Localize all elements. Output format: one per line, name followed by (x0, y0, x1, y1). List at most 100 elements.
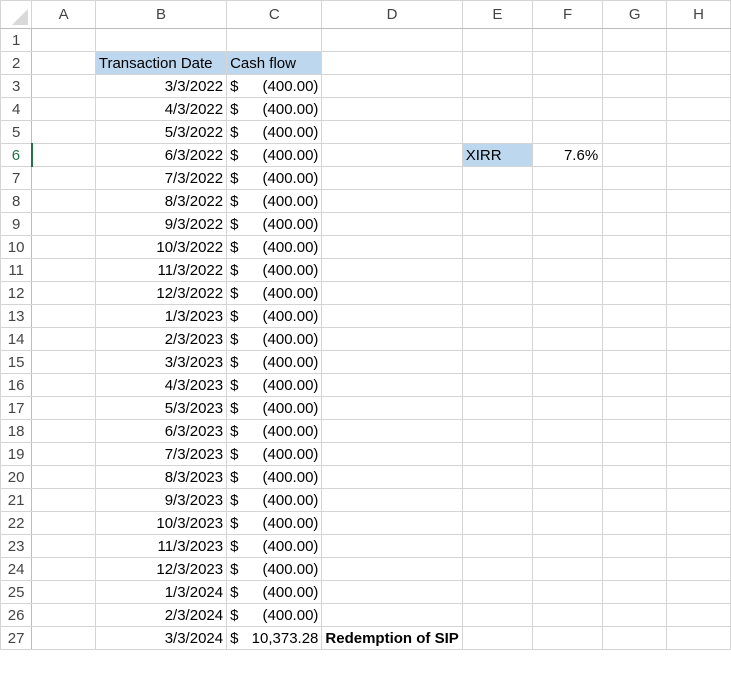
cell-D13[interactable] (321, 304, 463, 328)
cell-B12[interactable]: 12/3/2022 (94, 281, 228, 305)
column-header-F[interactable]: F (532, 0, 604, 29)
cell-F23[interactable] (532, 534, 604, 558)
cell-A4[interactable] (31, 97, 96, 121)
column-header-H[interactable]: H (666, 0, 731, 29)
cell-B3[interactable]: 3/3/2022 (94, 74, 228, 98)
cell-E16[interactable] (461, 373, 534, 397)
cell-G16[interactable] (602, 373, 668, 397)
cell-H24[interactable] (666, 557, 731, 581)
cell-H9[interactable] (666, 212, 731, 236)
row-header-20[interactable]: 20 (0, 465, 33, 489)
cell-F24[interactable] (532, 557, 604, 581)
row-header-9[interactable]: 9 (0, 212, 33, 236)
row-header-18[interactable]: 18 (0, 419, 33, 443)
row-header-13[interactable]: 13 (0, 304, 33, 328)
cell-H25[interactable] (666, 580, 731, 604)
cell-C9[interactable]: $ (400.00) (226, 212, 323, 236)
cell-F3[interactable] (532, 74, 604, 98)
cell-C13[interactable]: $ (400.00) (226, 304, 323, 328)
cell-C25[interactable]: $ (400.00) (226, 580, 323, 604)
row-header-19[interactable]: 19 (0, 442, 33, 466)
row-header-8[interactable]: 8 (0, 189, 33, 213)
cell-C11[interactable]: $ (400.00) (226, 258, 323, 282)
cell-F22[interactable] (532, 511, 604, 535)
cell-G23[interactable] (602, 534, 668, 558)
cell-F2[interactable] (532, 51, 604, 75)
row-header-17[interactable]: 17 (0, 396, 33, 420)
cell-F6[interactable]: 7.6% (532, 143, 604, 167)
cell-F10[interactable] (532, 235, 604, 259)
cell-E15[interactable] (461, 350, 534, 374)
cell-B6[interactable]: 6/3/2022 (94, 143, 228, 167)
cell-E3[interactable] (461, 74, 534, 98)
cell-G6[interactable] (602, 143, 668, 167)
row-header-16[interactable]: 16 (0, 373, 33, 397)
cell-G10[interactable] (602, 235, 668, 259)
cell-H17[interactable] (666, 396, 731, 420)
cell-G19[interactable] (602, 442, 668, 466)
cell-G24[interactable] (602, 557, 668, 581)
cell-C20[interactable]: $ (400.00) (226, 465, 323, 489)
cell-H2[interactable] (666, 51, 731, 75)
cell-H5[interactable] (666, 120, 731, 144)
cell-F26[interactable] (532, 603, 604, 627)
cell-D14[interactable] (321, 327, 463, 351)
cell-A5[interactable] (31, 120, 96, 144)
cell-A11[interactable] (31, 258, 96, 282)
cell-G18[interactable] (602, 419, 668, 443)
cell-D23[interactable] (321, 534, 463, 558)
cell-G14[interactable] (602, 327, 668, 351)
cell-B18[interactable]: 6/3/2023 (94, 419, 228, 443)
cell-G8[interactable] (602, 189, 668, 213)
cell-H21[interactable] (666, 488, 731, 512)
cell-A7[interactable] (31, 166, 96, 190)
cell-H4[interactable] (666, 97, 731, 121)
cell-B7[interactable]: 7/3/2022 (94, 166, 228, 190)
column-header-C[interactable]: C (226, 0, 323, 29)
cell-C16[interactable]: $ (400.00) (226, 373, 323, 397)
cell-F14[interactable] (532, 327, 604, 351)
cell-C7[interactable]: $ (400.00) (226, 166, 323, 190)
cell-G22[interactable] (602, 511, 668, 535)
row-header-2[interactable]: 2 (0, 51, 33, 75)
cell-B15[interactable]: 3/3/2023 (94, 350, 228, 374)
cell-D22[interactable] (321, 511, 463, 535)
cell-A2[interactable] (31, 51, 96, 75)
cell-E6[interactable]: XIRR (461, 143, 534, 167)
cell-C21[interactable]: $ (400.00) (226, 488, 323, 512)
row-header-12[interactable]: 12 (0, 281, 33, 305)
cell-B19[interactable]: 7/3/2023 (94, 442, 228, 466)
cell-C4[interactable]: $ (400.00) (226, 97, 323, 121)
cell-E21[interactable] (461, 488, 534, 512)
cell-C5[interactable]: $ (400.00) (226, 120, 323, 144)
cell-F16[interactable] (532, 373, 604, 397)
cell-A27[interactable] (31, 626, 96, 650)
cell-B16[interactable]: 4/3/2023 (94, 373, 228, 397)
cell-A6[interactable] (31, 143, 96, 167)
cell-D10[interactable] (321, 235, 463, 259)
cell-A23[interactable] (31, 534, 96, 558)
cell-F11[interactable] (532, 258, 604, 282)
cell-H16[interactable] (666, 373, 731, 397)
column-header-A[interactable]: A (31, 0, 96, 29)
cell-H18[interactable] (666, 419, 731, 443)
cell-F27[interactable] (532, 626, 604, 650)
cell-A25[interactable] (31, 580, 96, 604)
cell-G20[interactable] (602, 465, 668, 489)
row-header-22[interactable]: 22 (0, 511, 33, 535)
cell-A13[interactable] (31, 304, 96, 328)
cell-B21[interactable]: 9/3/2023 (94, 488, 228, 512)
row-header-23[interactable]: 23 (0, 534, 33, 558)
cell-F17[interactable] (532, 396, 604, 420)
cell-D20[interactable] (321, 465, 463, 489)
cell-H15[interactable] (666, 350, 731, 374)
cell-C18[interactable]: $ (400.00) (226, 419, 323, 443)
row-header-11[interactable]: 11 (0, 258, 33, 282)
cell-B20[interactable]: 8/3/2023 (94, 465, 228, 489)
cell-B14[interactable]: 2/3/2023 (94, 327, 228, 351)
row-header-10[interactable]: 10 (0, 235, 33, 259)
cell-F4[interactable] (532, 97, 604, 121)
cell-C19[interactable]: $ (400.00) (226, 442, 323, 466)
cell-A18[interactable] (31, 419, 96, 443)
